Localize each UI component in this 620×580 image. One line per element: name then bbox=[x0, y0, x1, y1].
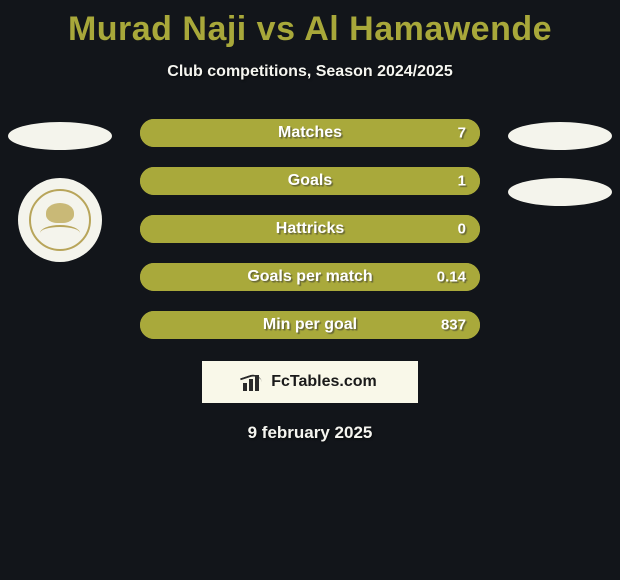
page-subtitle: Club competitions, Season 2024/2025 bbox=[0, 63, 620, 81]
stat-label: Goals per match bbox=[247, 268, 372, 286]
stat-label: Matches bbox=[278, 124, 342, 142]
left-logo-column bbox=[8, 122, 112, 262]
team-logo-placeholder bbox=[508, 122, 612, 150]
page-date: 9 february 2025 bbox=[0, 423, 620, 443]
stat-label: Hattricks bbox=[276, 220, 344, 238]
bar-chart-icon bbox=[243, 373, 265, 391]
stat-label: Min per goal bbox=[263, 316, 357, 334]
stat-row-goals: Goals 1 bbox=[140, 167, 480, 195]
stat-label: Goals bbox=[288, 172, 332, 190]
page-title: Murad Naji vs Al Hamawende bbox=[0, 0, 620, 49]
stat-value: 1 bbox=[458, 173, 466, 190]
stat-row-hattricks: Hattricks 0 bbox=[140, 215, 480, 243]
stat-row-goals-per-match: Goals per match 0.14 bbox=[140, 263, 480, 291]
brand-box[interactable]: FcTables.com bbox=[202, 361, 418, 403]
club-emblem-icon bbox=[29, 189, 91, 251]
stat-row-matches: Matches 7 bbox=[140, 119, 480, 147]
team-logo-placeholder bbox=[8, 122, 112, 150]
right-logo-column bbox=[508, 122, 612, 206]
brand-text: FcTables.com bbox=[271, 373, 377, 391]
stat-row-min-per-goal: Min per goal 837 bbox=[140, 311, 480, 339]
team-logo-placeholder bbox=[508, 178, 612, 206]
stat-value: 7 bbox=[458, 125, 466, 142]
stat-value: 0.14 bbox=[437, 269, 466, 286]
stat-value: 0 bbox=[458, 221, 466, 238]
stat-value: 837 bbox=[441, 317, 466, 334]
team-logo-emblem bbox=[18, 178, 102, 262]
